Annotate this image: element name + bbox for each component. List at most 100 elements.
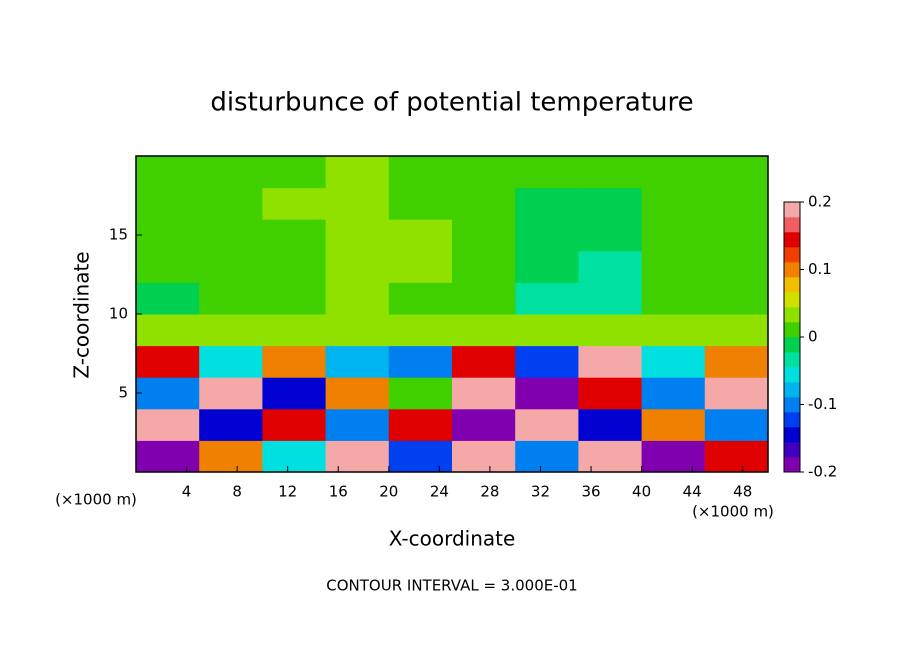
heatmap-cell [452, 408, 516, 441]
heatmap-cell [452, 314, 516, 347]
heatmap-cell [641, 187, 706, 220]
heatmap-cell [136, 314, 200, 347]
heatmap-cell [199, 314, 263, 347]
heatmap-cell [641, 219, 706, 252]
heatmap-cell [515, 345, 579, 378]
heatmap-cell [452, 345, 516, 378]
heatmap-cell [578, 250, 643, 283]
heatmap-cell [704, 156, 769, 189]
heatmap-cell [704, 219, 769, 252]
heatmap-cell [452, 187, 516, 220]
heatmap-cell [388, 219, 453, 252]
heatmap-cell [641, 156, 706, 189]
heatmap-cell [199, 156, 263, 189]
colorbar-band [784, 412, 800, 428]
heatmap-cell [515, 250, 579, 283]
heatmap-cell [262, 250, 327, 283]
x-tick-label: 48 [733, 483, 752, 501]
heatmap-cell [136, 282, 200, 315]
heatmap-cell [325, 345, 390, 378]
x-tick-label: 28 [480, 483, 499, 501]
heatmap-cell [388, 250, 453, 283]
x-tick-label: 16 [329, 483, 348, 501]
colorbar-tick-label: -0.2 [808, 463, 837, 481]
heatmap-cell [262, 377, 327, 410]
colorbar-band [784, 247, 800, 263]
heatmap-cell [388, 282, 453, 315]
colorbar-band [784, 352, 800, 368]
heatmap-cell [641, 314, 706, 347]
heatmap-cell [641, 408, 706, 441]
heatmap-cell [199, 187, 263, 220]
colorbar-band [784, 292, 800, 308]
heatmap-cell [641, 250, 706, 283]
heatmap-cell [136, 187, 200, 220]
heatmap-cell [388, 408, 453, 441]
heatmap-cell [452, 156, 516, 189]
heatmap-cell [452, 440, 516, 473]
heatmap-cell [452, 250, 516, 283]
y-tick-label: 15 [109, 226, 128, 244]
heatmap-cell [262, 187, 327, 220]
heatmap-cell [704, 314, 769, 347]
heatmap-cell [136, 219, 200, 252]
heatmap-cell [704, 408, 769, 441]
heatmap-cell [704, 250, 769, 283]
colorbar-band [784, 322, 800, 338]
heatmap-cell [578, 377, 643, 410]
x-tick-label: 36 [581, 483, 600, 501]
colorbar-band [784, 337, 800, 353]
heatmap-cell [515, 156, 579, 189]
heatmap-cell [578, 345, 643, 378]
heatmap-cell [704, 282, 769, 315]
heatmap-cell [578, 219, 643, 252]
heatmap-cell [641, 440, 706, 473]
heatmap-cell [578, 156, 643, 189]
heatmap-cell [388, 377, 453, 410]
heatmap-cell [578, 314, 643, 347]
x-tick-label: 12 [278, 483, 297, 501]
heatmap-cell [262, 440, 327, 473]
heatmap-cell [262, 345, 327, 378]
heatmap-cell [199, 250, 263, 283]
x-tick-label: 8 [232, 483, 242, 501]
heatmap-cell [515, 408, 579, 441]
heatmap-cell [515, 314, 579, 347]
heatmap-cell [262, 282, 327, 315]
heatmap-cell [136, 440, 200, 473]
y-axis-title: Z-coordinate [70, 251, 94, 378]
heatmap-cell [325, 250, 390, 283]
heatmap-cell [325, 377, 390, 410]
heatmap-cell [262, 156, 327, 189]
heatmap-cell [515, 219, 579, 252]
colorbar-tick-label: 0 [808, 328, 818, 346]
heatmap-cell [578, 440, 643, 473]
heatmap-cell [199, 377, 263, 410]
colorbar-tick-label: 0.2 [808, 193, 832, 211]
heatmap-cell [136, 345, 200, 378]
heatmap-cell [136, 156, 200, 189]
colorbar-band [784, 202, 800, 218]
colorbar-tick-label: 0.1 [808, 260, 832, 278]
colorbar-band [784, 262, 800, 278]
heatmap-cell [578, 187, 643, 220]
heatmap-cell [199, 219, 263, 252]
heatmap-cell [578, 408, 643, 441]
colorbar-band [784, 367, 800, 383]
heatmap-cell [325, 219, 390, 252]
colorbar-band [784, 277, 800, 293]
heatmap-cell [199, 282, 263, 315]
heatmap-cell [325, 440, 390, 473]
colorbar-band [784, 307, 800, 323]
heatmap-cell [388, 187, 453, 220]
x-tick-label: 4 [182, 483, 192, 501]
heatmap-cell [199, 440, 263, 473]
heatmap-cell [641, 377, 706, 410]
chart-title: disturbunce of potential temperature [210, 88, 693, 118]
heatmap-cell [641, 282, 706, 315]
x-tick-label: 40 [632, 483, 651, 501]
footer: CONTOUR INTERVAL = 3.000E-01 [326, 577, 577, 595]
heatmap-cell [199, 408, 263, 441]
heatmap-cell [641, 345, 706, 378]
